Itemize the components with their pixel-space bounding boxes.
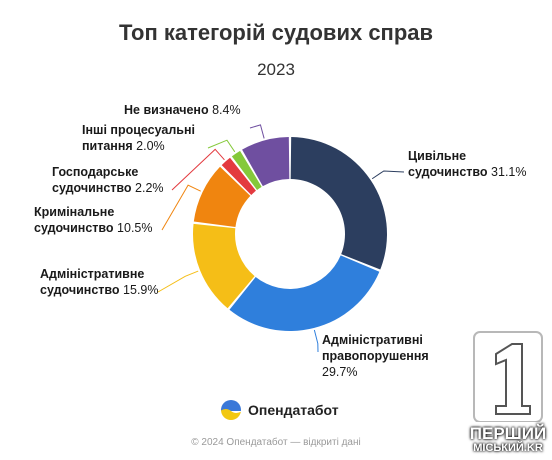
leader-lines-layer [157,124,405,353]
slice-label-5: Господарське судочинство 2.2% [52,165,164,195]
slice-label-3: Адміністративне судочинство 15.9% [40,267,159,297]
labels-layer: Цивільне судочинство 31.1% Адміністративні… [34,103,527,379]
watermark-line2: МІСЬКИЙ.KR [473,442,543,454]
slice-7 [242,137,290,187]
leader-line-4 [161,184,201,231]
slice-6 [231,150,262,190]
slice-value-3: 15.9% [120,283,159,297]
watermark-badge: ПЕРШИЙ МІСЬКИЙ.KR [468,326,548,458]
leader-line-1 [371,170,405,180]
chart-subtitle: 2023 [257,60,295,79]
footer-copyright: © 2024 Опендатабот — відкриті дані [191,437,361,448]
slice-label-7: Не визначено 8.4% [124,103,241,117]
leader-line-6 [207,139,236,153]
slices-layer [193,137,387,331]
slice-4 [193,166,251,227]
leader-line-2 [313,329,319,353]
leader-line-5 [171,148,225,191]
leader-line-7 [249,124,265,139]
watermark-number-icon [473,331,543,422]
slice-value-6: 2.0% [133,139,165,153]
slice-label-4: Кримінальне судочинство 10.5% [34,205,153,235]
leader-line-3 [157,270,199,293]
slice-label-1: Цивільне судочинство 31.1% [408,149,527,179]
slice-2 [229,255,380,331]
slice-value-7: 8.4% [209,103,241,117]
slice-label-6: Інші процесуальні питання 2.0% [82,123,195,153]
slice-3 [193,223,255,309]
slice-5 [221,157,256,195]
brand-name: Опендатабот [248,402,339,418]
chart-title: Топ категорій судових справ [118,20,434,45]
slice-1 [290,137,387,270]
slice-value-2: 29.7% [322,365,357,379]
slice-value-1: 31.1% [488,165,527,179]
brand-logo: Опендатабот [220,398,339,422]
slice-label-2: Адміністративні правопорушення 29.7% [322,333,429,379]
slice-value-4: 10.5% [114,221,153,235]
slice-value-5: 2.2% [132,181,164,195]
watermark-line1: ПЕРШИЙ [469,424,547,443]
opendatabot-logo-icon [221,400,241,420]
